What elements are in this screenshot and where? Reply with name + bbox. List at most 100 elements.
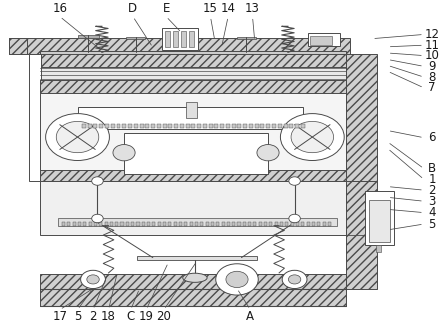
Bar (136, 222, 140, 226)
Bar (310, 36, 332, 45)
Bar (307, 222, 310, 226)
Bar (253, 222, 256, 226)
Bar (237, 124, 241, 128)
Bar (376, 244, 381, 252)
Text: 5: 5 (428, 217, 435, 230)
Bar (189, 31, 194, 48)
Bar (126, 37, 145, 39)
Bar (168, 124, 172, 128)
Bar (117, 124, 120, 128)
Bar (40, 274, 346, 289)
Bar (82, 124, 86, 128)
Bar (237, 37, 256, 39)
Bar (168, 222, 171, 226)
Bar (9, 38, 350, 54)
Circle shape (56, 121, 99, 153)
Bar (237, 222, 241, 226)
Bar (58, 218, 337, 226)
Bar (78, 35, 99, 38)
Text: 16: 16 (52, 2, 67, 15)
Bar (174, 222, 177, 226)
Bar (186, 102, 197, 117)
Text: 2: 2 (89, 310, 97, 323)
Bar (243, 222, 246, 226)
Bar (181, 31, 186, 48)
Bar (137, 256, 257, 260)
Bar (197, 124, 201, 128)
Bar (369, 200, 390, 242)
Bar (67, 222, 70, 226)
Circle shape (289, 177, 300, 185)
Circle shape (257, 144, 279, 161)
Bar (284, 124, 288, 128)
Bar (289, 124, 293, 128)
Bar (115, 222, 118, 226)
Bar (88, 124, 92, 128)
Bar (308, 33, 340, 46)
Bar (328, 222, 331, 226)
Bar (312, 222, 315, 226)
Bar (145, 124, 149, 128)
Bar (180, 124, 184, 128)
Text: 2: 2 (428, 184, 435, 197)
Bar (173, 31, 178, 48)
Bar (323, 222, 326, 226)
Bar (174, 124, 178, 128)
Text: 13: 13 (245, 2, 260, 15)
Bar (9, 38, 27, 54)
Text: 5: 5 (74, 310, 81, 323)
Bar (260, 124, 264, 128)
Bar (211, 222, 214, 226)
Bar (232, 124, 236, 128)
Bar (40, 51, 346, 54)
Bar (78, 107, 303, 129)
Text: 1: 1 (428, 173, 435, 186)
Bar (278, 124, 282, 128)
Bar (191, 124, 195, 128)
Bar (266, 124, 270, 128)
Bar (151, 124, 155, 128)
Text: 6: 6 (428, 131, 435, 144)
Bar (147, 222, 150, 226)
Circle shape (92, 214, 103, 223)
Bar (203, 124, 207, 128)
Bar (157, 124, 161, 128)
Bar (163, 124, 167, 128)
Bar (111, 124, 115, 128)
Circle shape (92, 177, 103, 185)
Text: C: C (127, 310, 135, 323)
Bar (184, 222, 187, 226)
Bar (226, 124, 230, 128)
Text: 11: 11 (424, 39, 439, 52)
Bar (232, 222, 235, 226)
Bar (158, 222, 161, 226)
Bar (94, 222, 97, 226)
Circle shape (216, 264, 258, 295)
Bar (296, 222, 299, 226)
Bar (99, 124, 103, 128)
Bar (346, 181, 377, 289)
Bar (62, 222, 65, 226)
Bar (40, 80, 346, 93)
Circle shape (113, 144, 135, 161)
Bar (259, 222, 262, 226)
Bar (317, 222, 320, 226)
Bar (269, 222, 272, 226)
Text: 12: 12 (424, 28, 439, 41)
Text: 9: 9 (428, 60, 435, 73)
Text: 15: 15 (203, 2, 218, 15)
Bar (222, 222, 225, 226)
Bar (248, 222, 251, 226)
Bar (365, 191, 394, 245)
Bar (73, 222, 76, 226)
Bar (124, 133, 268, 173)
Bar (227, 222, 230, 226)
Bar (291, 222, 294, 226)
Text: 7: 7 (428, 82, 435, 94)
Bar (255, 124, 259, 128)
Ellipse shape (183, 273, 207, 282)
Circle shape (288, 275, 301, 284)
Bar (122, 124, 126, 128)
Text: 18: 18 (101, 310, 116, 323)
Circle shape (226, 271, 248, 288)
